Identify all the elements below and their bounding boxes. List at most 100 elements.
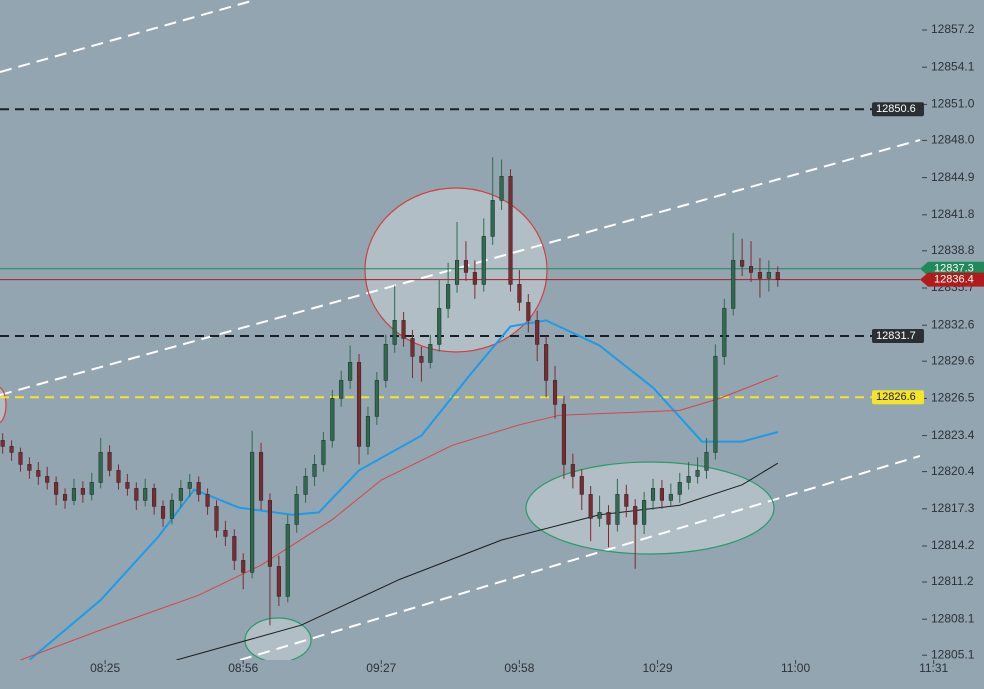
y-tick-label: 12820.4 [931, 464, 975, 478]
candle-body [490, 200, 495, 237]
candle-body [107, 452, 112, 471]
candle-body [526, 302, 531, 321]
candle-body [18, 452, 23, 465]
candle-body [561, 404, 566, 465]
candle-body [677, 482, 682, 495]
candle-body [579, 476, 584, 495]
level-label: 12836.4 [934, 274, 974, 286]
x-tick-label: 08:56 [228, 661, 258, 675]
candle-body [250, 452, 255, 573]
candle-body [98, 452, 103, 483]
candle-body [45, 476, 50, 483]
candle-body [642, 500, 647, 525]
y-tick-label: 12857.2 [931, 22, 975, 36]
candle-body [668, 494, 673, 501]
candle-body [62, 494, 68, 501]
y-tick-label: 12808.1 [931, 611, 975, 625]
highlight-ellipse [0, 386, 7, 424]
moving-average [176, 462, 779, 660]
candle-body [517, 284, 522, 303]
candle-body [463, 260, 468, 273]
candle-body [89, 482, 94, 495]
candle-body [187, 482, 192, 489]
x-tick-label: 09:27 [366, 661, 396, 675]
y-tick-label: 12844.9 [931, 170, 975, 184]
candle-body [116, 470, 121, 483]
candle-body [9, 446, 14, 453]
candle-body [695, 470, 700, 477]
channel-line [0, 0, 256, 73]
highlight-ellipse [244, 617, 312, 660]
x-tick-label: 11:31 [919, 661, 948, 675]
channel-line [239, 455, 920, 660]
candle-body [766, 272, 771, 279]
y-tick-label: 12823.4 [931, 428, 975, 442]
level-label: 12831.7 [876, 330, 916, 342]
plot-area [0, 108, 920, 660]
candle-body [633, 506, 638, 525]
candle-body [508, 176, 513, 285]
candle-body [196, 482, 201, 495]
candle-body [588, 494, 593, 519]
y-tick-label: 12854.1 [931, 59, 975, 73]
y-tick-label: 12851.0 [931, 97, 975, 111]
drawings [0, 0, 920, 660]
axes: 12805.1 12808.1 12811.2 12814.2 12817.3 12820… [90, 22, 984, 675]
moving-average [20, 375, 778, 660]
candle-body [356, 362, 362, 447]
x-tick-label: 10:29 [642, 661, 672, 675]
candle-body [401, 320, 406, 339]
candle-body [232, 536, 237, 561]
candle-body [570, 464, 575, 477]
level-label: 12826.6 [876, 391, 916, 403]
level-badge [872, 102, 924, 117]
candle-body [606, 512, 611, 525]
level-label: 12850.6 [876, 103, 916, 115]
candle-body [348, 362, 353, 381]
candle-body [544, 344, 549, 381]
candle-body [535, 320, 540, 345]
candle-body [686, 476, 691, 483]
candle-body [178, 488, 183, 501]
y-tick-label: 12805.1 [931, 647, 975, 661]
candle-body [597, 512, 602, 519]
candle-body [365, 416, 370, 447]
candle-body [428, 344, 433, 363]
candle-body [704, 452, 709, 471]
candle-body [472, 272, 477, 285]
candle-body [552, 380, 558, 405]
y-tick-label: 12829.6 [931, 353, 975, 367]
x-tick-label: 09:58 [504, 661, 534, 675]
y-tick-label: 12848.0 [931, 133, 975, 147]
candle-body [410, 338, 415, 357]
candle-body [223, 530, 228, 537]
candle-body [169, 500, 174, 519]
candle-body [125, 482, 130, 489]
candle-body [740, 260, 745, 267]
candle-body [241, 560, 246, 573]
candle-body [383, 344, 388, 381]
candle-body [214, 506, 219, 531]
candle-body [374, 380, 379, 417]
candle-body [499, 176, 504, 201]
candle-body [446, 284, 451, 309]
candle-body [775, 272, 780, 280]
candle-body [659, 488, 664, 501]
candle-body [650, 488, 656, 501]
candle-body [481, 236, 486, 285]
level-label: 12837.3 [934, 263, 974, 275]
candle-body [437, 308, 442, 345]
candle-body [624, 494, 629, 507]
candle-body [419, 356, 424, 363]
candle-body [134, 488, 139, 501]
x-tick-label: 11:00 [781, 661, 810, 675]
price-badge [920, 261, 984, 276]
candle-body [205, 494, 210, 507]
candle-body [303, 476, 308, 495]
level-badge [872, 329, 924, 343]
channel-line [0, 139, 920, 396]
candle-body [27, 464, 32, 471]
candle-body [757, 272, 762, 279]
candle-body [454, 260, 460, 285]
